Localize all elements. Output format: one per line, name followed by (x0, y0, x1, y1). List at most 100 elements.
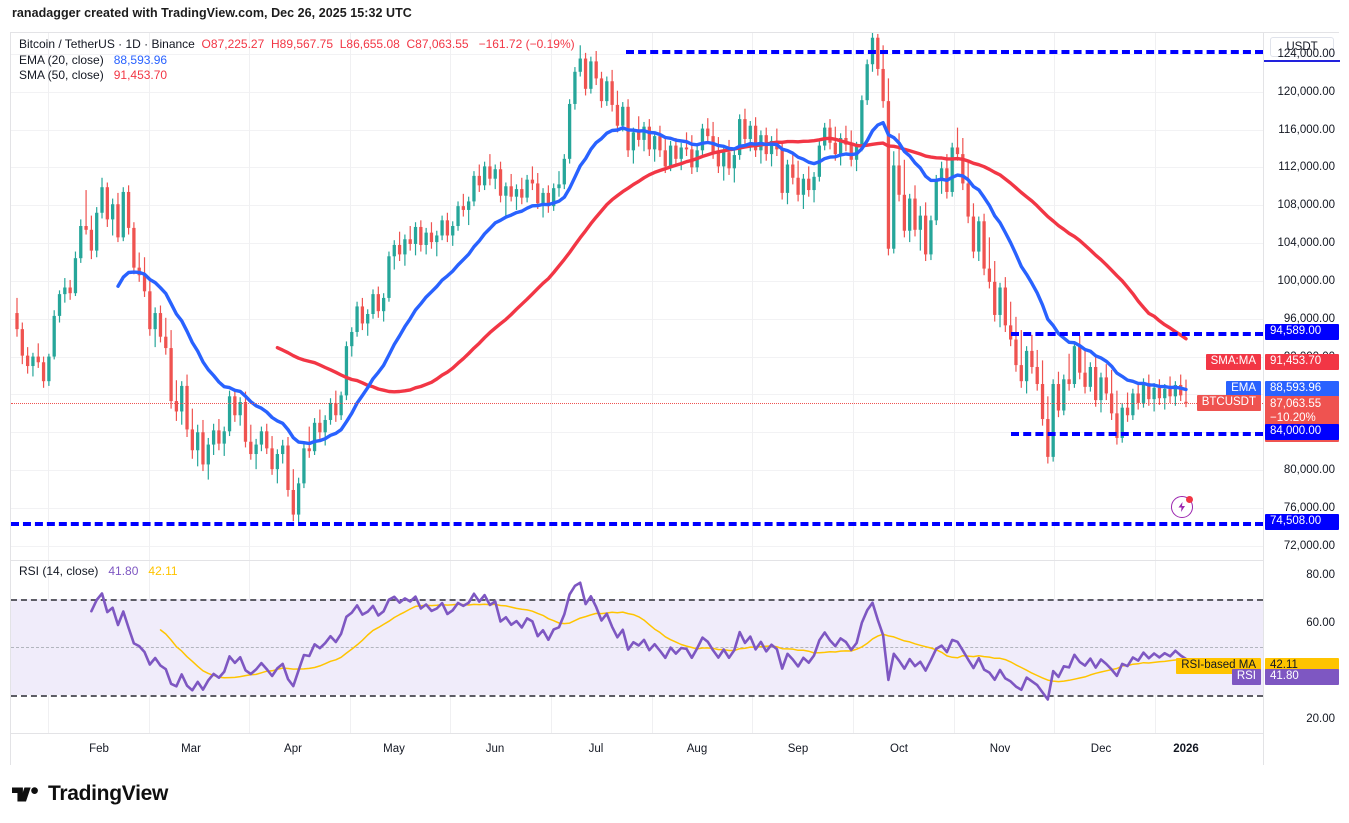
gridline-h (11, 432, 1263, 434)
notification-dot-icon (1186, 496, 1193, 504)
badge-resistance-high[interactable]: 94,589.00 (1265, 324, 1339, 341)
bolt-glyph (1178, 502, 1185, 513)
time-tick: Dec (1090, 743, 1112, 755)
level-line-mid-resistance[interactable] (1011, 332, 1263, 337)
price-pane[interactable]: Bitcoin / TetherUS · 1D · Binance O87,22… (11, 33, 1263, 560)
time-tick: Mar (181, 743, 201, 755)
time-tick: Jul (588, 743, 604, 755)
level-line-major-support[interactable] (11, 522, 1263, 527)
price-tick: 112,000.00 (1278, 161, 1335, 174)
badge-rsi[interactable]: 41.80 (1265, 668, 1339, 685)
last-price-line (11, 403, 1263, 405)
rsi-legend-ma-value: 42.11 (148, 564, 178, 578)
time-tick: 2026 (1173, 743, 1199, 755)
gridline-v (752, 33, 753, 560)
gridline-v (652, 33, 653, 560)
tag-ema[interactable]: EMA (1226, 380, 1261, 397)
legend-sma-value: 91,453.70 (113, 68, 168, 82)
gridline-h (11, 318, 1263, 320)
gridline-h (11, 167, 1263, 169)
gridline-v (1155, 33, 1156, 560)
level-line-support[interactable] (1011, 432, 1263, 437)
rsi-tick: 80.00 (1306, 569, 1335, 582)
time-axis[interactable]: Feb Mar Apr May Jun Jul Aug Sep Oct Nov Dec 2026 (11, 734, 1263, 765)
price-tick: 120,000.00 (1277, 85, 1335, 98)
legend-ema-row: EMA (20, close) 88,593.96 (19, 53, 575, 69)
legend-sma-label[interactable]: SMA (50, close) (19, 68, 104, 82)
rsi-legend-title[interactable]: RSI (14, close) (19, 564, 99, 578)
time-tick: Feb (89, 743, 109, 755)
gridline-h (11, 243, 1263, 245)
price-tick: 124,000.00 (1277, 47, 1335, 60)
tradingview-brand-name: TradingView (48, 782, 169, 805)
watermark-attribution: ranadagger created with TradingView.com,… (12, 6, 412, 20)
price-tick: 108,000.00 (1277, 199, 1335, 212)
price-tick: 96,000.00 (1283, 312, 1335, 325)
gridline-h (11, 356, 1263, 358)
rsi-tick: 20.00 (1306, 712, 1335, 725)
legend-high-value: 89,567.75 (279, 37, 334, 51)
gridline-v (48, 33, 49, 560)
rsi-midline (11, 647, 1263, 648)
time-tick: Jun (485, 743, 505, 755)
lightning-bolt-icon[interactable] (1171, 496, 1193, 519)
badge-support[interactable]: 84,000.00 (1265, 424, 1339, 441)
time-tick: May (383, 743, 405, 755)
gridline-v (853, 33, 854, 560)
level-line-top-resistance[interactable] (626, 50, 1263, 55)
tag-rsi[interactable]: RSI (1231, 668, 1261, 685)
badge-support-low[interactable]: 74,508.00 (1265, 514, 1339, 531)
price-tick: 80,000.00 (1283, 464, 1335, 477)
gridline-v (954, 33, 955, 560)
rsi-legend: RSI (14, close) 41.80 42.11 (19, 564, 178, 579)
gridline-v (450, 33, 451, 560)
legend-symbol[interactable]: Bitcoin / TetherUS · 1D · Binance (19, 37, 195, 51)
badge-sma-value[interactable]: 91,453.70 (1265, 353, 1339, 370)
currency-unit-box[interactable]: USDT (1270, 37, 1334, 57)
rsi-legend-rsi-value: 41.80 (108, 564, 139, 578)
legend-close-value: 87,063.55 (415, 37, 469, 51)
gridline-v (350, 33, 351, 560)
gridline-h (11, 545, 1263, 547)
price-legend: Bitcoin / TetherUS · 1D · Binance O87,22… (19, 37, 575, 84)
time-tick: Nov (989, 743, 1011, 755)
price-tick: 100,000.00 (1277, 274, 1335, 287)
price-tick: 72,000.00 (1283, 539, 1335, 552)
time-tick: Sep (787, 743, 809, 755)
rsi-pane[interactable]: RSI (14, close) 41.80 42.11 (11, 561, 1263, 733)
gridline-h (11, 394, 1263, 396)
rsi-oversold-line (11, 694, 1263, 697)
gridline-h (11, 205, 1263, 207)
legend-open-value: 87,225.27 (210, 37, 265, 51)
legend-low-value: 86,655.08 (346, 37, 400, 51)
rsi-plot (90, 581, 1188, 701)
gridline-v (551, 33, 552, 560)
legend-open-label: O (201, 37, 211, 51)
legend-ema-label[interactable]: EMA (20, close) (19, 52, 104, 67)
tradingview-logo-icon (12, 786, 38, 801)
gridline-v (249, 33, 250, 560)
gridline-h (11, 91, 1263, 93)
time-tick: Oct (890, 743, 908, 755)
gridline-h (11, 280, 1263, 282)
time-tick: Aug (686, 743, 708, 755)
time-tick: Apr (284, 743, 302, 755)
legend-change: −161.72 (−0.19%) (478, 37, 575, 51)
rsi-overbought-line (11, 599, 1263, 602)
tradingview-footer: TradingView (12, 782, 168, 806)
price-tick: 76,000.00 (1283, 501, 1335, 514)
chart-frame: Bitcoin / TetherUS · 1D · Binance O87,22… (10, 32, 1340, 765)
legend-close-label: C (406, 37, 416, 51)
badge-ema-value[interactable]: 88,593.96 (1265, 380, 1339, 397)
tag-sma-ma[interactable]: SMA:MA (1205, 353, 1261, 370)
tag-symbol[interactable]: BTCUSDT (1196, 395, 1261, 412)
rsi-band (11, 599, 1263, 695)
legend-low-label: L (339, 37, 347, 51)
price-tick: 104,000.00 (1277, 237, 1335, 250)
gridline-h (11, 53, 1263, 55)
gridline-h (11, 470, 1263, 472)
axis-top-accent (1264, 60, 1340, 62)
price-axis[interactable]: USDT 124,000.00 120,000.00 116,000.00 112,0… (1263, 33, 1340, 765)
pane-divider[interactable] (11, 560, 1263, 561)
